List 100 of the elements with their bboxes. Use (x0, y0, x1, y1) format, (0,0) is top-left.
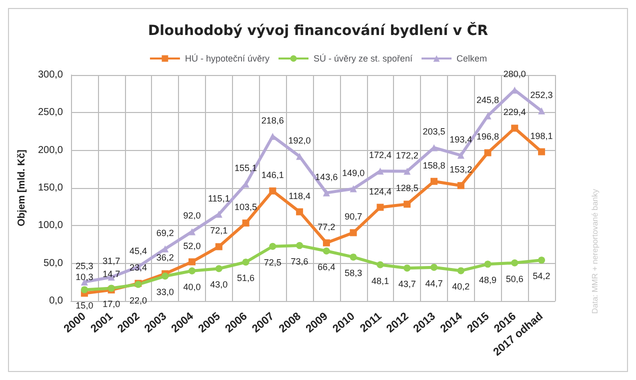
point (322, 239, 330, 246)
y-tick-label: 50,0 (44, 258, 64, 269)
data-label: 92,0 (183, 210, 201, 221)
legend-label: Celkem (456, 54, 488, 64)
data-label: 40,0 (183, 282, 201, 292)
legend-label: SÚ - úvěry ze st. spoření (313, 54, 414, 64)
data-label: 73,6 (290, 256, 308, 267)
point (376, 261, 384, 268)
point (322, 247, 330, 254)
data-label: 50,6 (506, 274, 524, 284)
point (430, 264, 438, 271)
point (269, 187, 276, 194)
data-label: 31,7 (102, 256, 120, 266)
data-label: 69,2 (156, 228, 174, 238)
data-label: 196,8 (476, 132, 500, 142)
data-label: 66,4 (318, 262, 336, 272)
data-label: 72,5 (264, 257, 282, 268)
y-axis-title: Objem [mld. Kč] (16, 150, 28, 226)
data-label: 280,0 (503, 69, 526, 80)
data-label: 149,0 (342, 168, 365, 178)
point (162, 272, 169, 280)
y-tick-label: 150,0 (38, 182, 64, 194)
data-label: 252,3 (530, 90, 553, 100)
data-label: 72,1 (210, 226, 228, 236)
data-label: 17,0 (102, 299, 120, 310)
data-label: 48,9 (479, 275, 497, 286)
point (350, 254, 357, 261)
data-label: 44,7 (425, 278, 443, 288)
point (511, 124, 518, 132)
data-label: 23,4 (129, 262, 147, 272)
point (457, 182, 464, 190)
data-label: 77,2 (318, 222, 336, 232)
data-label: 229,4 (503, 107, 526, 118)
point (162, 245, 169, 252)
data-label: 45,4 (129, 246, 147, 256)
point (80, 286, 88, 294)
point (188, 228, 196, 236)
point (350, 185, 357, 192)
data-label: 153,2 (450, 164, 472, 175)
data-label: 36,2 (156, 252, 174, 263)
data-label: 51,6 (237, 273, 255, 284)
point (430, 178, 438, 185)
data-label: 48,1 (371, 276, 389, 286)
data-label: 203,5 (422, 126, 446, 137)
point (242, 258, 250, 266)
data-label: 22,0 (129, 295, 147, 306)
data-label: 158,8 (422, 160, 446, 170)
data-label: 128,5 (396, 183, 418, 194)
data-label: 14,7 (102, 268, 120, 279)
y-tick-label: 250,0 (38, 107, 64, 118)
data-label: 103,5 (234, 202, 258, 212)
data-label: 245,8 (476, 94, 500, 105)
data-label: 10,3 (76, 272, 94, 282)
data-label: 115,1 (208, 193, 230, 204)
chart-title: Dlouhodobý vývoj financování bydlení v ČR (148, 22, 488, 39)
point (484, 260, 492, 268)
data-label: 90,7 (344, 212, 362, 222)
point (188, 267, 196, 274)
point (538, 256, 546, 264)
data-label: 143,6 (315, 172, 338, 182)
data-label: 124,4 (368, 186, 392, 196)
point (376, 168, 384, 175)
point (296, 208, 304, 216)
data-label: 218,6 (261, 115, 284, 126)
point (511, 259, 518, 266)
y-tick-label: 300,0 (38, 70, 64, 80)
point (404, 200, 411, 208)
data-label: 43,0 (210, 280, 228, 290)
data-label: 172,4 (368, 150, 392, 160)
point (296, 242, 304, 250)
data-label: 58,3 (344, 268, 362, 278)
data-label: 198,1 (530, 130, 553, 141)
point (538, 148, 546, 156)
point (242, 220, 250, 227)
point (215, 265, 222, 272)
data-label: 15,0 (76, 300, 94, 311)
point (457, 267, 464, 274)
point (215, 210, 222, 218)
legend-label: HÚ - hypoteční úvěry (184, 54, 270, 64)
point (188, 258, 196, 266)
y-tick-label: 100,0 (38, 220, 64, 232)
point (376, 204, 384, 211)
data-label: 118,4 (288, 190, 310, 201)
y-tick-label: 0,0 (49, 296, 64, 306)
point (322, 189, 330, 196)
data-label: 192,0 (288, 135, 311, 146)
point (404, 264, 411, 272)
data-label: 40,2 (452, 282, 470, 292)
point (269, 242, 276, 250)
point (538, 107, 546, 114)
point (215, 243, 222, 250)
data-label: 54,2 (532, 271, 550, 282)
data-label: 172,2 (396, 150, 418, 160)
data-label: 43,7 (398, 279, 416, 290)
point (404, 168, 411, 175)
point (457, 152, 464, 159)
data-label: 193,4 (450, 134, 472, 144)
point (350, 229, 357, 236)
data-label: 52,0 (183, 240, 201, 251)
data-label: 155,1 (234, 163, 258, 174)
